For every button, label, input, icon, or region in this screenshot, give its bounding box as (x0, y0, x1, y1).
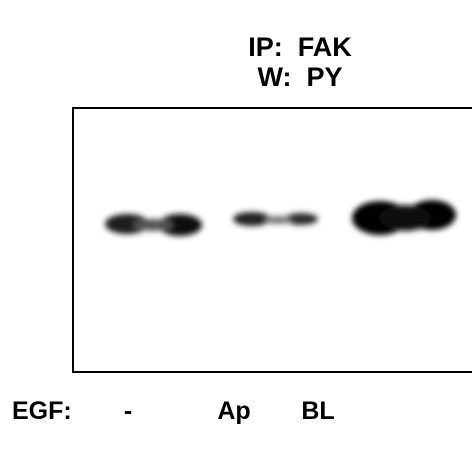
lane-label: EGF: (12, 397, 72, 425)
band (264, 216, 292, 224)
page: IP: FAK W: PY EGF: - Ap BL (() => { cons… (0, 0, 472, 454)
blot-frame (73, 108, 472, 372)
band (133, 219, 173, 231)
lane-name: - (124, 397, 132, 425)
figure: IP: FAK W: PY EGF: - Ap BL (0, 0, 472, 454)
lane-name: BL (301, 397, 334, 425)
band (379, 205, 431, 231)
header-line: IP: FAK (248, 32, 352, 62)
header-line: W: PY (257, 62, 342, 92)
lane-name: Ap (217, 397, 250, 425)
